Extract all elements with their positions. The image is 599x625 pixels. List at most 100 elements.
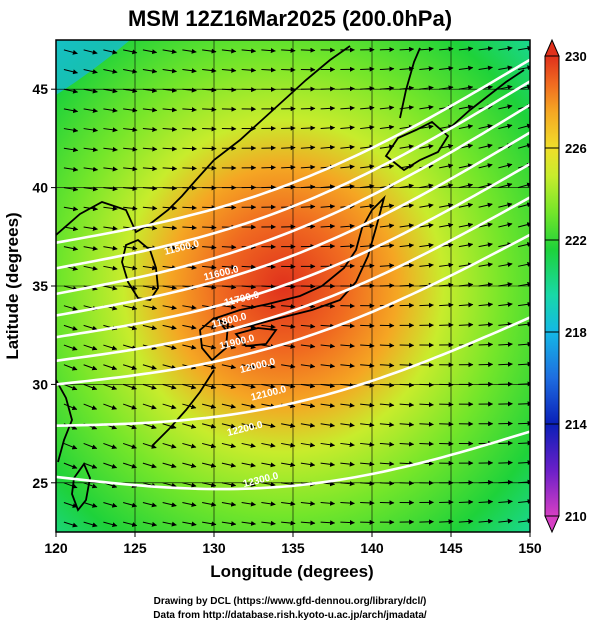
wind-arrow — [83, 364, 98, 371]
wind-arrow — [202, 344, 217, 350]
wind-arrow — [103, 88, 118, 94]
coastline-taiwan — [71, 462, 91, 512]
wind-arrow — [379, 422, 395, 428]
wind-arrow — [142, 442, 157, 449]
wind-arrow — [498, 321, 513, 327]
colorbar-tick-label: 222 — [565, 233, 587, 248]
wind-arrow — [419, 46, 434, 52]
contour-line — [56, 233, 530, 386]
wind-arrow — [360, 402, 375, 408]
wind-arrow — [419, 402, 434, 408]
wind-arrow — [103, 521, 118, 528]
wind-arrow — [300, 323, 316, 329]
wind-arrow — [142, 403, 157, 410]
wind-arrow — [419, 203, 434, 209]
wind-arrow — [498, 202, 513, 208]
x-axis: 120 125 130 135 140 145 150 Longitude (degrees… — [44, 532, 542, 581]
wind-arrow — [221, 324, 237, 330]
wind-arrow — [320, 303, 336, 309]
colorbar-body — [544, 55, 560, 517]
wind-arrow — [360, 480, 375, 486]
wind-arrow — [300, 343, 316, 349]
wind-arrow — [162, 285, 177, 291]
wind-arrow — [340, 125, 355, 131]
wind-arrow — [399, 183, 414, 189]
wind-arrow — [221, 67, 237, 73]
wind-arrow — [281, 125, 296, 131]
wind-arrow — [340, 343, 355, 349]
wind-arrow — [419, 382, 434, 388]
wind-arrow — [300, 204, 316, 210]
wind-arrow — [399, 243, 415, 249]
colorbar-tick-label: 226 — [565, 141, 587, 156]
wind-arrow — [142, 521, 158, 527]
wind-arrow — [83, 166, 99, 172]
wind-arrow — [202, 423, 217, 429]
wind-arrow — [399, 85, 415, 91]
wind-arrow — [202, 87, 217, 93]
wind-arrow — [142, 285, 158, 291]
wind-arrow — [202, 482, 217, 488]
wind-arrow — [142, 88, 158, 93]
wind-arrow — [498, 46, 513, 51]
wind-arrow — [123, 521, 138, 527]
wind-arrow — [162, 87, 178, 93]
wind-arrow — [458, 242, 474, 248]
wind-arrow — [122, 383, 137, 390]
wind-arrow — [360, 343, 375, 349]
wind-arrow — [300, 383, 316, 389]
wind-arrow — [103, 462, 118, 469]
wind-arrow — [281, 481, 296, 487]
wind-arrow — [142, 107, 158, 113]
wind-arrow — [63, 186, 79, 192]
wind-arrow — [241, 87, 257, 93]
wind-arrow — [63, 403, 78, 411]
wind-arrow — [360, 86, 375, 92]
wind-arrow — [221, 244, 237, 250]
wind-arrow — [281, 47, 296, 53]
wind-arrow — [439, 421, 454, 427]
wind-arrow — [281, 164, 296, 170]
wind-arrow — [221, 264, 237, 270]
wind-arrow — [83, 502, 98, 508]
wind-arrow — [399, 382, 415, 388]
wind-arrow — [379, 362, 395, 368]
wind-arrow — [498, 104, 513, 110]
wind-arrow — [320, 363, 336, 369]
wind-arrow — [340, 105, 355, 111]
wind-arrow — [241, 284, 257, 290]
wind-arrow — [498, 65, 513, 71]
wind-arrow — [360, 441, 375, 447]
wind-arrow — [320, 323, 336, 329]
wind-arrow — [63, 324, 78, 331]
wind-arrow — [241, 364, 256, 370]
wind-arrow — [103, 502, 118, 508]
wind-arrow — [261, 481, 276, 487]
wind-arrow — [261, 324, 276, 330]
wind-arrow — [123, 166, 138, 172]
wind-arrow — [340, 422, 355, 428]
wind-arrow — [300, 145, 316, 151]
x-tick-label: 135 — [281, 540, 305, 556]
wind-arrow — [340, 363, 355, 369]
wind-arrow — [498, 341, 513, 347]
wind-arrow — [320, 105, 336, 111]
wind-arrow — [123, 49, 138, 55]
wind-arrow — [63, 49, 78, 55]
wind-arrow — [83, 88, 98, 94]
credit-drawing: Drawing by DCL (https://www.gfd-dennou.o… — [154, 596, 427, 607]
wind-arrow — [419, 104, 434, 110]
wind-arrow — [162, 364, 177, 370]
wind-arrow — [162, 49, 177, 54]
wind-arrow — [182, 68, 197, 74]
wind-arrow — [202, 383, 217, 390]
wind-arrow — [162, 205, 178, 211]
wind-arrow — [478, 499, 494, 505]
x-tick-label: 130 — [202, 540, 226, 556]
wind-arrow — [162, 107, 178, 113]
wind-arrow — [340, 223, 355, 229]
wind-arrow — [221, 87, 237, 93]
wind-arrow — [83, 265, 98, 271]
wind-arrow — [241, 501, 256, 507]
